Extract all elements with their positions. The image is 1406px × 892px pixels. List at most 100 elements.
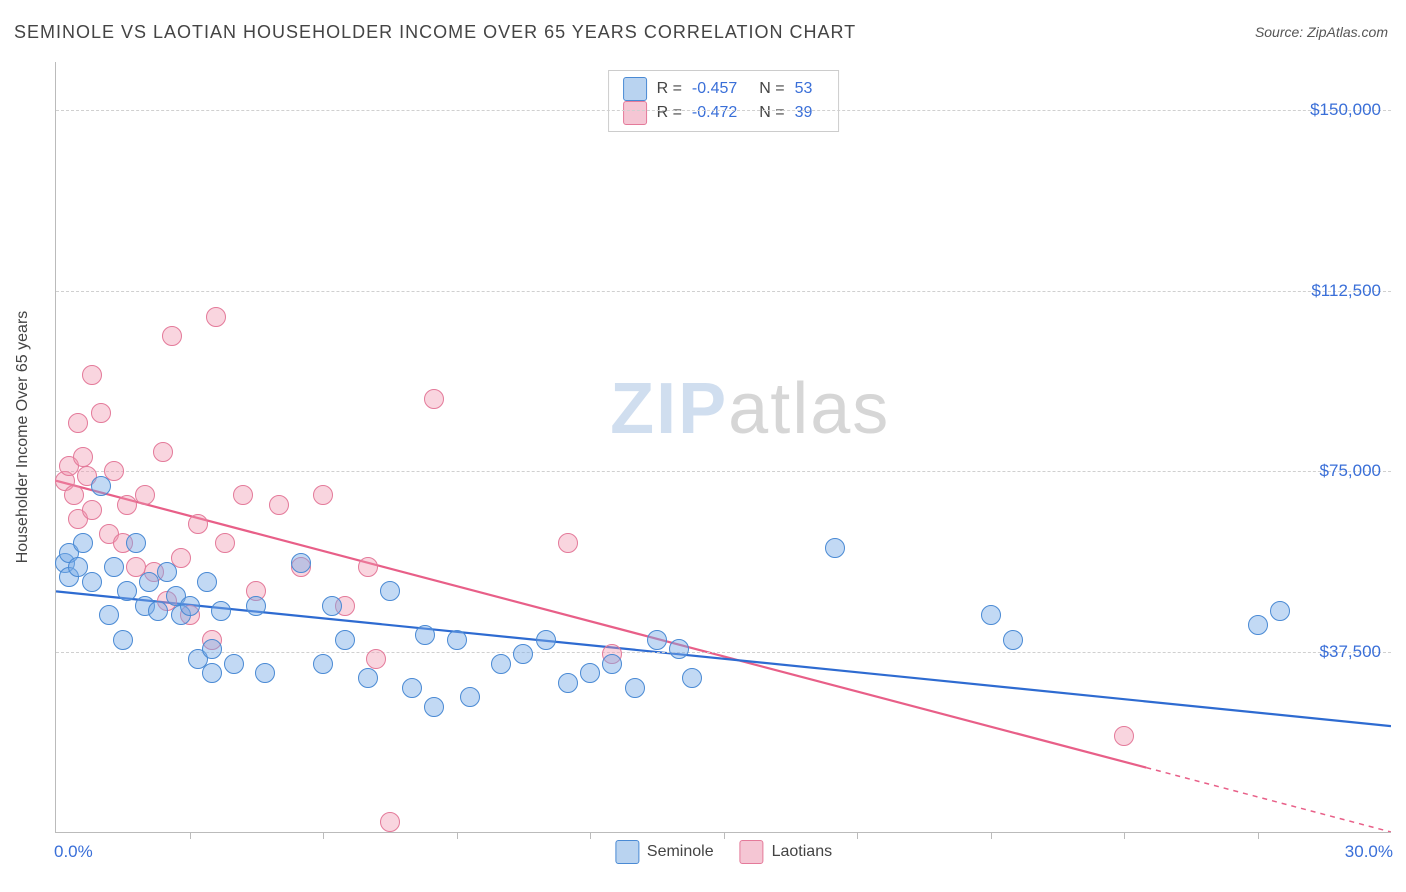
laotians-r-value: -0.472: [692, 104, 737, 122]
seminole-series-label: Seminole: [647, 843, 714, 861]
data-point-laotians: [424, 389, 444, 409]
n-label: N =: [759, 104, 784, 122]
x-axis-min-label: 0.0%: [54, 842, 93, 862]
gridline: [56, 291, 1391, 292]
data-point-laotians: [1114, 726, 1134, 746]
data-point-seminole: [91, 476, 111, 496]
seminole-n-value: 53: [795, 80, 813, 98]
data-point-seminole: [202, 663, 222, 683]
data-point-laotians: [269, 495, 289, 515]
data-point-seminole: [113, 630, 133, 650]
data-point-laotians: [233, 485, 253, 505]
data-point-laotians: [313, 485, 333, 505]
data-point-laotians: [73, 447, 93, 467]
data-point-seminole: [82, 572, 102, 592]
seminole-r-value: -0.457: [692, 80, 737, 98]
data-point-seminole: [358, 668, 378, 688]
data-point-seminole: [104, 557, 124, 577]
x-tick: [724, 832, 725, 839]
legend-item-seminole: Seminole: [615, 840, 714, 864]
y-tick-label: $112,500: [1311, 281, 1381, 301]
n-label: N =: [759, 80, 784, 98]
x-tick: [857, 832, 858, 839]
data-point-seminole: [402, 678, 422, 698]
data-point-laotians: [206, 307, 226, 327]
data-point-seminole: [202, 639, 222, 659]
source-name: ZipAtlas.com: [1307, 24, 1388, 40]
data-point-seminole: [669, 639, 689, 659]
data-point-seminole: [180, 596, 200, 616]
x-tick: [991, 832, 992, 839]
trend-lines-layer: [56, 62, 1391, 832]
trend-line-dashed: [1146, 768, 1391, 832]
data-point-seminole: [981, 605, 1001, 625]
data-point-seminole: [415, 625, 435, 645]
data-point-laotians: [153, 442, 173, 462]
x-tick: [323, 832, 324, 839]
data-point-seminole: [246, 596, 266, 616]
data-point-laotians: [380, 812, 400, 832]
x-tick: [1124, 832, 1125, 839]
data-point-laotians: [117, 495, 137, 515]
data-point-seminole: [424, 697, 444, 717]
y-tick-label: $37,500: [1320, 642, 1381, 662]
series-legend: Seminole Laotians: [615, 840, 832, 864]
data-point-seminole: [117, 581, 137, 601]
data-point-laotians: [215, 533, 235, 553]
y-tick-label: $150,000: [1310, 100, 1381, 120]
legend-item-laotians: Laotians: [740, 840, 833, 864]
gridline: [56, 110, 1391, 111]
data-point-seminole: [322, 596, 342, 616]
legend-row-laotians: R = -0.472 N = 39: [623, 101, 825, 125]
data-point-seminole: [602, 654, 622, 674]
x-axis-max-label: 30.0%: [1345, 842, 1393, 862]
data-point-seminole: [1003, 630, 1023, 650]
trend-line: [56, 481, 1146, 768]
seminole-swatch-icon: [615, 840, 639, 864]
x-tick: [1258, 832, 1259, 839]
data-point-seminole: [126, 533, 146, 553]
data-point-seminole: [197, 572, 217, 592]
data-point-seminole: [580, 663, 600, 683]
data-point-seminole: [447, 630, 467, 650]
data-point-laotians: [188, 514, 208, 534]
watermark-suffix: atlas: [728, 369, 890, 449]
source-prefix: Source:: [1255, 24, 1307, 40]
data-point-seminole: [211, 601, 231, 621]
data-point-laotians: [64, 485, 84, 505]
data-point-laotians: [135, 485, 155, 505]
y-axis-label: Householder Income Over 65 years: [14, 184, 32, 437]
data-point-laotians: [366, 649, 386, 669]
legend-row-seminole: R = -0.457 N = 53: [623, 77, 825, 101]
correlation-legend: R = -0.457 N = 53 R = -0.472 N = 39: [608, 70, 840, 132]
data-point-seminole: [825, 538, 845, 558]
laotians-series-label: Laotians: [772, 843, 833, 861]
x-tick: [457, 832, 458, 839]
data-point-seminole: [224, 654, 244, 674]
watermark: ZIPatlas: [610, 368, 890, 450]
source-attribution: Source: ZipAtlas.com: [1255, 24, 1388, 40]
data-point-seminole: [139, 572, 159, 592]
gridline: [56, 471, 1391, 472]
data-point-seminole: [647, 630, 667, 650]
data-point-seminole: [291, 553, 311, 573]
data-point-laotians: [82, 500, 102, 520]
data-point-seminole: [682, 668, 702, 688]
laotians-swatch-icon: [623, 101, 647, 125]
data-point-seminole: [1270, 601, 1290, 621]
data-point-seminole: [157, 562, 177, 582]
gridline: [56, 652, 1391, 653]
x-tick: [190, 832, 191, 839]
laotians-swatch-icon: [740, 840, 764, 864]
chart-title: SEMINOLE VS LAOTIAN HOUSEHOLDER INCOME O…: [14, 22, 856, 43]
r-label: R =: [657, 80, 682, 98]
data-point-laotians: [558, 533, 578, 553]
data-point-seminole: [460, 687, 480, 707]
data-point-laotians: [82, 365, 102, 385]
data-point-laotians: [91, 403, 111, 423]
y-tick-label: $75,000: [1320, 461, 1381, 481]
data-point-seminole: [313, 654, 333, 674]
data-point-seminole: [99, 605, 119, 625]
laotians-n-value: 39: [795, 104, 813, 122]
data-point-seminole: [380, 581, 400, 601]
